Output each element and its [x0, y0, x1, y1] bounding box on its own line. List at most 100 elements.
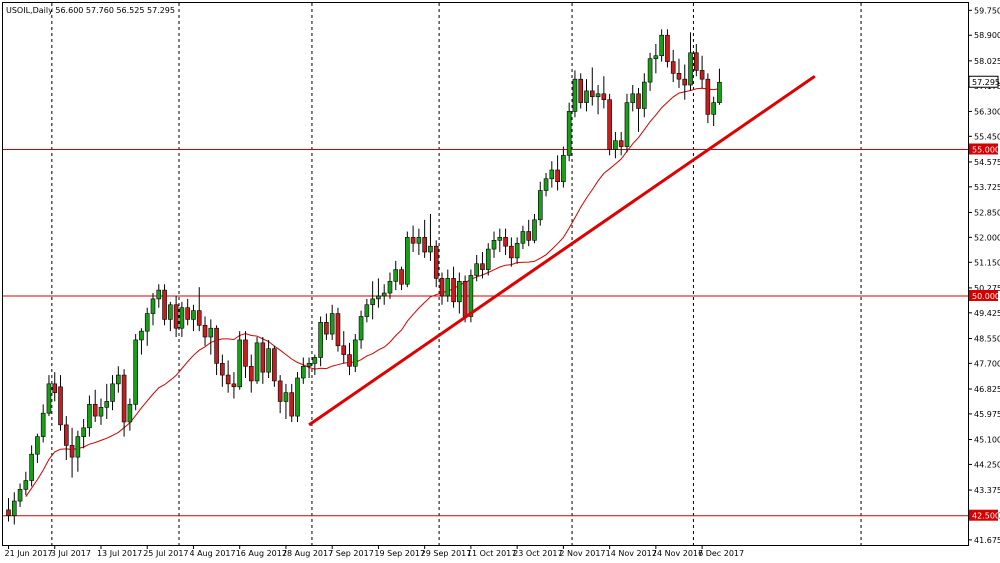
level-price-label: 50.000 [972, 292, 1000, 301]
time-tick-label: 14 Nov 2017 [606, 549, 657, 558]
chart-title: USOIL,Daily 56.600 57.760 56.525 57.295 [6, 6, 175, 15]
candle-body [439, 278, 445, 297]
candle-body [468, 275, 474, 317]
price-tick-label: 54.575 [974, 158, 1000, 167]
candle-body [208, 327, 214, 338]
candle [665, 29, 670, 68]
candle-body [358, 316, 364, 341]
time-tick-label: 19 Sep 2017 [374, 549, 425, 558]
time-tick-label: 13 Jul 2017 [97, 549, 142, 558]
candle [399, 266, 404, 291]
time-tick-label: 3 Jul 2017 [51, 549, 91, 558]
current-price-box [968, 75, 999, 88]
candle-body [17, 489, 23, 502]
candle-body [561, 155, 566, 183]
candle [225, 360, 231, 393]
candle [52, 372, 58, 402]
candle-body [254, 342, 260, 382]
candle [647, 52, 653, 91]
candle-body [370, 298, 375, 306]
candle [561, 146, 566, 188]
candle-body [75, 436, 81, 458]
candle [11, 492, 17, 525]
candle [358, 310, 364, 349]
candle [254, 336, 260, 384]
candle-body [116, 374, 121, 385]
candle [711, 96, 716, 127]
candle [295, 372, 300, 422]
candle-body [162, 289, 167, 320]
candles [6, 29, 722, 525]
candle-body [329, 313, 335, 335]
candle [173, 295, 179, 337]
candle [514, 237, 520, 264]
candle-body [289, 392, 295, 417]
time-tick-label: 6 Dec 2017 [698, 549, 744, 558]
candle-body [87, 404, 92, 429]
price-tick-label: 48.550 [974, 334, 1000, 343]
candle-body [462, 281, 468, 317]
candle [699, 55, 705, 88]
candle-body [318, 322, 323, 358]
candle [705, 73, 711, 124]
price-tick-label: 47.700 [974, 359, 1000, 368]
candle-body [260, 342, 266, 373]
candle-body [341, 345, 347, 355]
candle [214, 325, 219, 376]
candle-body [202, 324, 208, 338]
candle-body [185, 307, 190, 320]
candle-body [445, 278, 451, 297]
candle-body [295, 377, 300, 417]
candle-body [387, 281, 393, 294]
candle-body [717, 81, 722, 103]
time-tick-label: 16 Aug 2017 [236, 549, 287, 558]
price-tick-label: 43.375 [974, 486, 1000, 495]
price-tick-label: 45.100 [974, 436, 1000, 445]
candle [624, 93, 630, 153]
candle-body [422, 237, 427, 253]
candle [688, 32, 693, 91]
candle [670, 49, 676, 83]
candle [185, 298, 190, 326]
candle [653, 44, 659, 74]
candle-body [659, 34, 664, 57]
candle [439, 272, 445, 305]
candle-body [58, 386, 63, 426]
level-price-label: 55.000 [972, 145, 1000, 154]
candle [387, 272, 393, 299]
candle [584, 79, 589, 112]
candle-body [491, 240, 497, 250]
candle [283, 383, 289, 420]
candle [717, 68, 722, 105]
candle [341, 331, 347, 364]
candle-body [699, 70, 705, 80]
candle [618, 131, 624, 156]
candle-body [231, 383, 237, 388]
candle [364, 298, 370, 323]
candle [329, 304, 335, 340]
price-tick-label: 50.275 [974, 284, 1000, 293]
candle-body [613, 140, 618, 150]
candle-body [283, 392, 289, 402]
candle [260, 336, 266, 384]
time-tick-label: 21 Jun 2017 [5, 549, 53, 558]
price-labels: 57.295 55.000 50.000 42.500 [968, 75, 1000, 521]
candle [110, 375, 115, 411]
candle-body [601, 93, 607, 100]
level-price-box [969, 289, 998, 301]
candle-body [566, 111, 572, 156]
candle [405, 231, 410, 288]
candle-body [29, 453, 34, 481]
candle [457, 272, 462, 314]
candle [595, 85, 601, 115]
candle-body [428, 245, 433, 253]
candle [485, 243, 491, 276]
candle [179, 301, 185, 337]
candle-body [410, 237, 416, 244]
candle [509, 237, 514, 267]
price-tick-label: 53.725 [974, 183, 1000, 192]
candle [35, 433, 40, 463]
candle [520, 225, 526, 250]
candle-body [670, 61, 676, 74]
